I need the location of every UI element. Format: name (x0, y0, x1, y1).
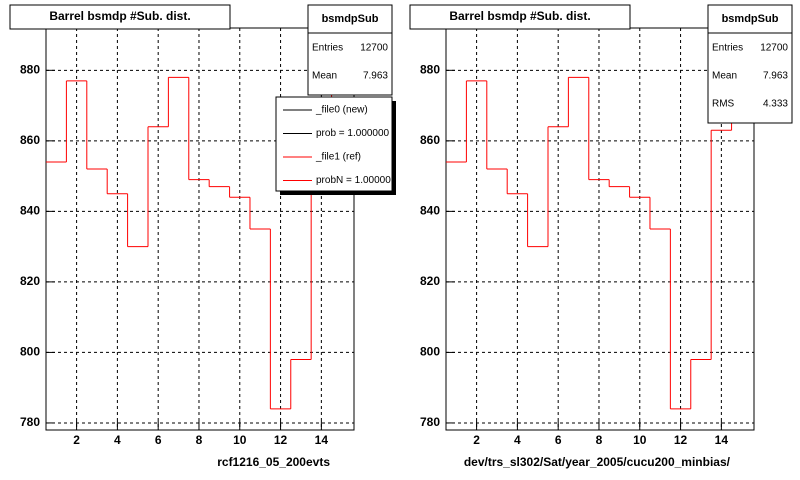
x-tick-label: 8 (596, 433, 603, 447)
stats-label: RMS (712, 99, 735, 110)
legend-label: prob = 1.000000 (316, 128, 390, 139)
x-tick-label: 10 (633, 433, 647, 447)
x-tick-label: 4 (114, 433, 121, 447)
x-tick-label: 6 (155, 433, 162, 447)
y-tick-label: 860 (420, 133, 440, 147)
stats-label: Entries (712, 43, 743, 54)
y-tick-label: 860 (20, 133, 40, 147)
y-tick-label: 780 (420, 415, 440, 429)
x-tick-label: 2 (473, 433, 480, 447)
x-axis-label: rcf1216_05_200evts (217, 455, 330, 469)
title-box (9, 4, 231, 30)
legend-label: probN = 1.00000 (316, 175, 391, 186)
title-box (409, 4, 631, 30)
chart-title: Barrel bsmdp #Sub. dist. (49, 9, 190, 23)
y-tick-label: 780 (20, 415, 40, 429)
y-tick-label: 840 (420, 204, 440, 218)
stats-title: bsmdpSub (722, 13, 779, 25)
y-tick-label: 820 (420, 274, 440, 288)
stats-box (307, 4, 393, 96)
x-tick-label: 6 (555, 433, 562, 447)
x-tick-label: 14 (715, 433, 729, 447)
legend-label: _file0 (new) (315, 105, 368, 116)
frame (445, 27, 755, 431)
y-tick-label: 880 (20, 62, 40, 76)
stats-label: Mean (712, 71, 737, 82)
y-tick-label: 880 (420, 62, 440, 76)
legend: _file0 (new) prob = 1.000000 _file1 (ref) p… (283, 105, 391, 186)
x-tick-label: 4 (514, 433, 521, 447)
y-tick-label: 800 (20, 345, 40, 359)
legend-box (275, 96, 393, 192)
y-tick-label: 800 (420, 345, 440, 359)
legend-label: _file1 (ref) (315, 152, 361, 163)
stats-label: Entries (312, 43, 343, 54)
x-tick-label: 12 (274, 433, 288, 447)
stats-title: bsmdpSub (322, 13, 379, 25)
stats-box (707, 4, 793, 124)
x-tick-label: 2 (73, 433, 80, 447)
stats-value: 7.963 (763, 71, 788, 82)
frame (45, 27, 355, 431)
y-tick-label: 840 (20, 204, 40, 218)
x-tick-label: 8 (196, 433, 203, 447)
x-axis-label: dev/trs_sl302/Sat/year_2005/cucu200_minb… (464, 455, 731, 469)
x-tick-label: 10 (233, 433, 247, 447)
x-tick-label: 14 (315, 433, 329, 447)
stats-label: Mean (312, 71, 337, 82)
stats-value: 12700 (760, 43, 788, 54)
stats-value: 7.963 (363, 71, 388, 82)
x-tick-label: 12 (674, 433, 688, 447)
stats-value: 12700 (360, 43, 388, 54)
y-tick-label: 820 (20, 274, 40, 288)
chart-title: Barrel bsmdp #Sub. dist. (449, 9, 590, 23)
stats-value: 4.333 (763, 99, 788, 110)
